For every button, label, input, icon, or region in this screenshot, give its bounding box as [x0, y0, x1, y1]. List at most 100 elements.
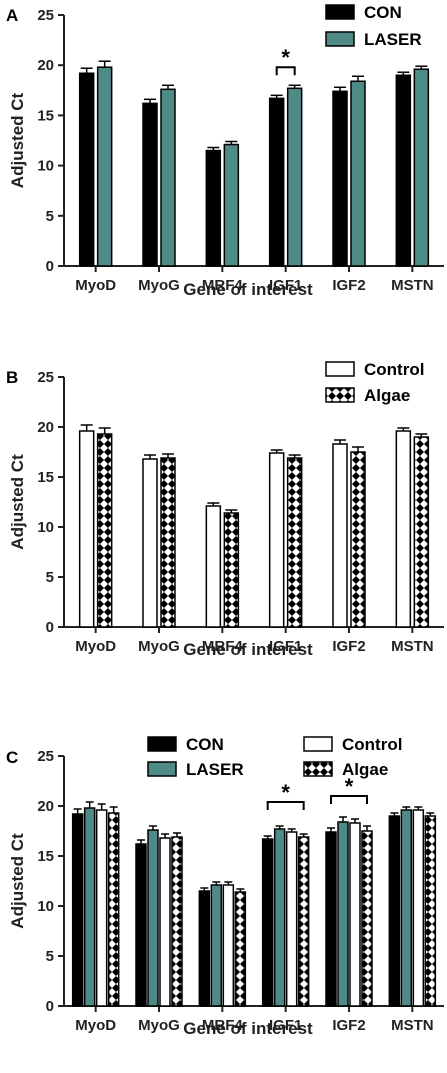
y-tick-label: 10 — [37, 519, 54, 536]
legend-item-control: Control — [303, 735, 402, 754]
bar-con-mstn — [395, 74, 412, 267]
panel-a: A 0 5 10 15 20 25 Adjusted Ct MyoD MyoG MRF4 IGF1 IG… — [6, 3, 444, 299]
bar-control-igf2 — [332, 443, 348, 628]
bar-laser-mrf4 — [210, 884, 223, 1007]
panel-label: B — [6, 368, 18, 387]
bar-control-mrf4 — [205, 505, 222, 628]
bar-control-mrf4 — [222, 884, 235, 1007]
x-axis-label: Gene of interest — [183, 1019, 313, 1038]
y-tick-label: 0 — [46, 619, 54, 636]
legend-swatch — [325, 4, 355, 20]
legend-item-laser: LASER — [147, 760, 244, 779]
bar-laser-myod — [83, 807, 96, 1007]
legend-swatch — [325, 31, 355, 47]
panel-c: C 0 5 10 15 20 25 Adjusted Ct MyoD MyoG MRF4 IGF1 IG… — [6, 735, 444, 1038]
panel-b: B 0 5 10 15 20 25 Adjusted Ct MyoD MyoG MRF4 IGF1 IG… — [6, 360, 444, 659]
significance-bracket — [275, 66, 296, 76]
y-tick-label: 0 — [46, 258, 54, 275]
y-tick-label: 0 — [46, 998, 54, 1015]
significance-bracket — [266, 801, 305, 810]
y-tick-label: 20 — [37, 419, 54, 436]
bar-laser-myog — [160, 88, 176, 267]
legend-label: CON — [186, 735, 224, 754]
legend-label: Control — [342, 735, 402, 754]
bar-control-myog — [142, 458, 158, 628]
x-tick-label: MyoG — [138, 277, 180, 294]
bar-con-myod — [71, 813, 84, 1007]
legend-label: CON — [364, 3, 402, 22]
bar-laser-igf1 — [286, 87, 303, 267]
bar-laser-mrf4 — [223, 143, 240, 267]
bar-con-myod — [78, 72, 95, 267]
bar-algae-igf1 — [297, 836, 310, 1007]
x-tick-label: IGF1 — [269, 1017, 302, 1034]
bar-algae-myod — [107, 812, 120, 1007]
significance-bracket — [330, 795, 368, 804]
y-tick-label: 10 — [37, 158, 54, 175]
legend-label: LASER — [186, 760, 244, 779]
significance-star: * — [281, 45, 290, 70]
x-tick-label: IGF2 — [332, 1017, 365, 1034]
bar-con-myog — [135, 843, 147, 1007]
bar-con-igf1 — [268, 97, 285, 267]
y-tick-label: 5 — [46, 948, 54, 965]
y-tick-label: 15 — [37, 107, 54, 124]
significance-star: * — [281, 780, 290, 805]
bar-algae-myog — [171, 836, 183, 1007]
y-tick-label: 25 — [37, 748, 54, 765]
legend-item-algae: Algae — [303, 760, 388, 779]
bar-con-myog — [142, 102, 158, 267]
bar-algae-myog — [160, 457, 176, 628]
legend-swatch — [325, 361, 355, 377]
y-tick-label: 20 — [37, 798, 54, 815]
y-axis-label: Adjusted Ct — [8, 833, 27, 929]
x-tick-label: MyoD — [75, 277, 116, 294]
bar-laser-myod — [96, 66, 113, 267]
legend-item-con: CON — [147, 735, 224, 754]
bar-laser-igf1 — [273, 828, 286, 1007]
legend-swatch — [303, 761, 333, 777]
bar-laser-mstn — [413, 68, 430, 267]
bar-control-igf2 — [349, 822, 361, 1007]
x-tick-label: IGF1 — [269, 638, 302, 655]
legend-label: Control — [364, 360, 424, 379]
legend-swatch — [147, 761, 177, 777]
bar-control-myod — [78, 430, 95, 628]
y-axis-label: Adjusted Ct — [8, 92, 27, 188]
x-tick-label: MyoD — [75, 1017, 116, 1034]
legend-label: LASER — [364, 30, 422, 49]
legend-item-laser: LASER — [325, 30, 422, 49]
bar-algae-mstn — [413, 436, 430, 628]
bar-control-myod — [95, 809, 108, 1007]
significance-star: * — [345, 774, 354, 799]
legend-label: Algae — [364, 386, 410, 405]
y-tick-label: 15 — [37, 469, 54, 486]
bar-con-mrf4 — [198, 890, 211, 1007]
y-tick-label: 20 — [37, 57, 54, 74]
bar-laser-igf2 — [337, 821, 349, 1007]
bar-control-igf1 — [268, 452, 285, 628]
legend-label: Algae — [342, 760, 388, 779]
bar-algae-igf1 — [286, 457, 303, 628]
x-axis-label: Gene of interest — [183, 640, 313, 659]
x-tick-label: MSTN — [391, 277, 434, 294]
y-tick-label: 5 — [46, 208, 54, 225]
panel-label: A — [6, 6, 18, 25]
x-tick-label: MyoG — [138, 1017, 180, 1034]
legend-item-algae: Algae — [325, 386, 410, 405]
x-tick-label: MyoG — [138, 638, 180, 655]
x-tick-label: MSTN — [391, 638, 434, 655]
x-tick-label: MRF4 — [202, 638, 243, 655]
bar-laser-myog — [147, 829, 159, 1007]
bar-con-igf2 — [332, 90, 348, 267]
bar-algae-mrf4 — [223, 512, 240, 628]
bar-algae-igf2 — [361, 830, 373, 1007]
y-tick-label: 25 — [37, 369, 54, 386]
y-tick-label: 25 — [37, 7, 54, 24]
bar-algae-igf2 — [350, 451, 366, 628]
y-tick-label: 15 — [37, 848, 54, 865]
x-tick-label: MSTN — [391, 1017, 434, 1034]
y-tick-label: 10 — [37, 898, 54, 915]
bar-laser-igf2 — [350, 80, 366, 267]
bar-laser-mstn — [400, 809, 413, 1007]
